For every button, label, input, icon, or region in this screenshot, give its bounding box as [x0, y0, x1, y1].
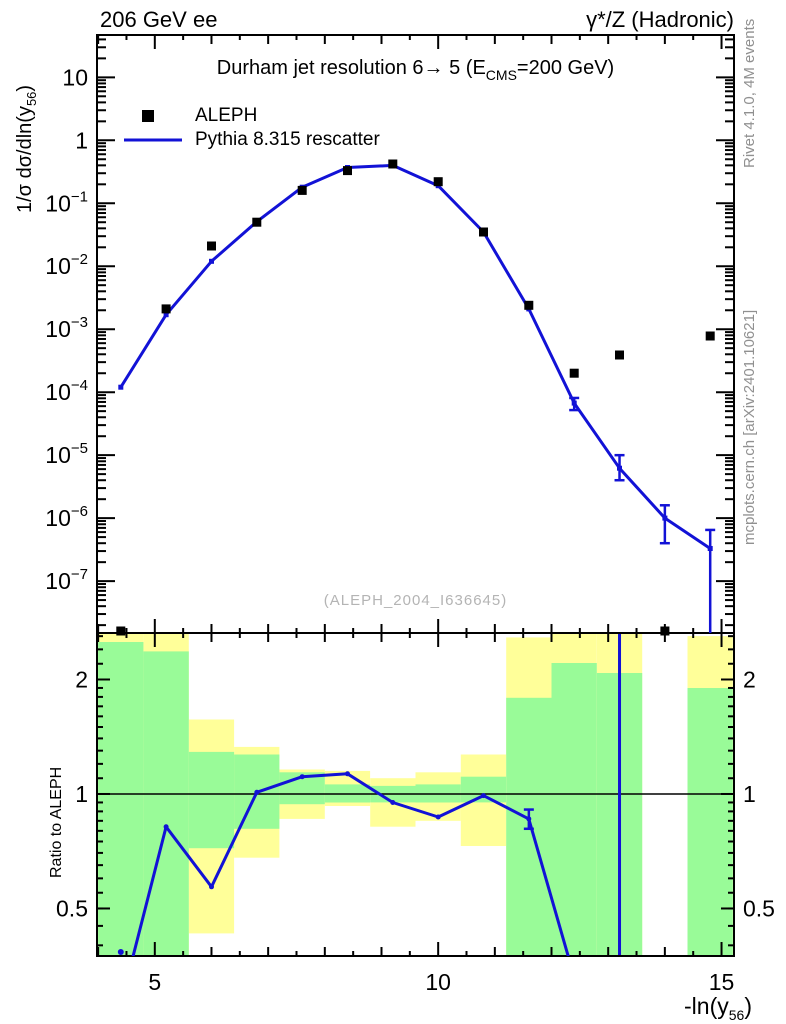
analysis-watermark: (ALEPH_2004_I636645): [323, 592, 508, 609]
plot-title: Durham jet resolution 6→ 5 (ECMS=200 GeV…: [216, 57, 615, 83]
title-subscript: CMS: [485, 67, 517, 83]
svg-text:1: 1: [743, 781, 756, 807]
axis-ticks: [97, 35, 734, 956]
ratio-axis-title: Ratio to ALEPH: [48, 766, 65, 878]
header-process: γ*/Z (Hadronic): [586, 7, 734, 32]
rivet-version-note: Rivet 4.1.0, 4M events: [741, 18, 758, 168]
ratio-pegged-marker: [117, 949, 124, 955]
svg-text:5: 5: [148, 969, 161, 995]
y-axis-title: 1/σ dσ/dln(y56): [14, 84, 39, 213]
svg-text:10−4: 10−4: [45, 377, 88, 405]
legend-label-aleph: ALEPH: [195, 105, 258, 126]
svg-text:15: 15: [709, 969, 735, 995]
svg-text:10−3: 10−3: [45, 314, 88, 342]
header-beam-energy: 206 GeV ee: [100, 7, 218, 32]
svg-text:2: 2: [743, 667, 756, 693]
svg-text:10−7: 10−7: [45, 566, 88, 594]
svg-text:1: 1: [75, 127, 88, 153]
pythia-curve: [118, 162, 716, 633]
svg-text:10: 10: [425, 969, 451, 995]
svg-text:2: 2: [75, 667, 88, 693]
legend-label-pythia: Pythia 8.315 rescatter: [195, 129, 380, 150]
x-axis-title: -ln(y56): [684, 993, 752, 1023]
svg-text:10−2: 10−2: [45, 251, 88, 279]
axis-tick-labels: 10 1 10−1 10−2 10−3 10−4 10−5 10−6 10−7 5 10 15 2 2 1 1…: [45, 64, 775, 995]
svg-text:10−1: 10−1: [45, 188, 88, 216]
arrow-glyph: →: [423, 57, 444, 79]
svg-text:1: 1: [75, 781, 88, 807]
svg-text:0.5: 0.5: [56, 896, 88, 922]
svg-text:10−5: 10−5: [45, 440, 88, 468]
mcplots-reference-note: mcplots.cern.ch [arXiv:2401.10621]: [741, 309, 758, 545]
legend-square-icon: [142, 110, 154, 122]
svg-text:10−6: 10−6: [45, 503, 88, 531]
svg-text:10: 10: [62, 64, 88, 90]
svg-text:0.5: 0.5: [743, 896, 775, 922]
legend-markers: [124, 110, 182, 142]
x-axis-subscript: 56: [728, 1007, 745, 1023]
ratio-line: [117, 634, 622, 956]
aleph-data-points: [116, 159, 715, 636]
y-axis-subscript: 56: [24, 91, 39, 107]
